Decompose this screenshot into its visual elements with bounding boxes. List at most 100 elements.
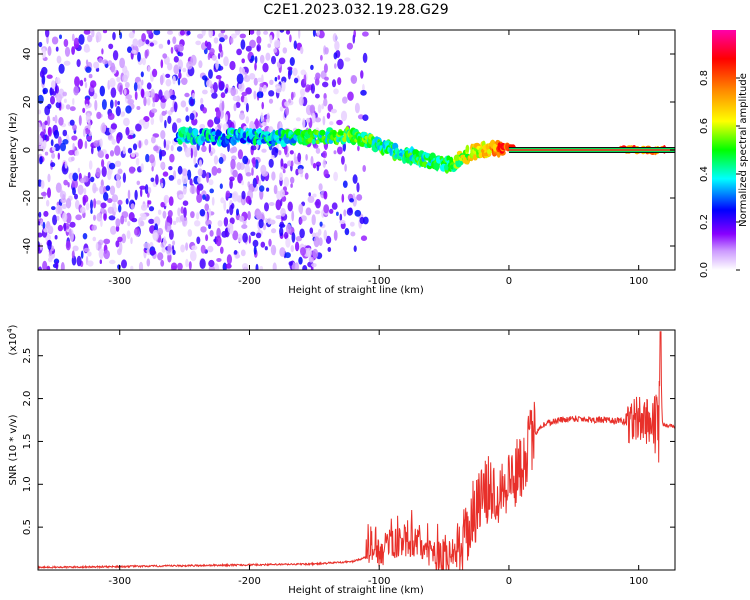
ridge-mark	[453, 154, 460, 162]
noise-speckle	[58, 63, 65, 74]
noise-speckle	[94, 99, 98, 111]
noise-speckle	[282, 47, 288, 54]
noise-speckle	[284, 101, 290, 107]
noise-speckle	[177, 165, 183, 175]
noise-speckle	[72, 187, 76, 196]
noise-speckle	[329, 208, 334, 214]
noise-speckle	[206, 41, 212, 51]
noise-speckle	[324, 76, 329, 81]
noise-speckle	[211, 166, 218, 176]
noise-speckle	[293, 77, 299, 84]
noise-speckle	[208, 259, 215, 268]
y-tick-label: 40	[22, 48, 33, 61]
noise-speckle	[99, 138, 103, 148]
noise-speckle	[92, 182, 97, 194]
ridge-mark	[433, 162, 440, 171]
noise-speckle	[170, 46, 174, 54]
noise-speckle	[114, 145, 121, 156]
noise-speckle	[91, 30, 95, 38]
noise-speckle	[136, 180, 141, 186]
noise-speckle	[77, 184, 84, 195]
noise-speckle	[222, 262, 227, 270]
noise-speckle	[65, 104, 71, 110]
noise-speckle	[276, 30, 280, 40]
noise-speckle	[315, 93, 320, 99]
noise-speckle	[71, 250, 75, 259]
noise-speckle	[357, 145, 360, 152]
noise-speckle	[193, 156, 197, 165]
noise-speckle	[287, 201, 293, 212]
noise-speckle	[182, 141, 186, 148]
noise-speckle	[111, 138, 116, 145]
noise-speckle	[336, 211, 339, 216]
noise-speckle	[232, 95, 239, 102]
noise-speckle	[131, 152, 136, 158]
noise-speckle	[285, 237, 291, 248]
noise-speckle	[147, 187, 152, 194]
noise-speckle	[256, 91, 264, 99]
noise-speckle	[239, 33, 246, 39]
noise-speckle	[280, 158, 284, 167]
noise-speckle	[209, 188, 214, 194]
snr-series-line	[38, 331, 675, 570]
noise-speckle	[225, 263, 232, 269]
noise-speckle	[299, 218, 303, 225]
noise-speckle	[77, 167, 81, 173]
noise-speckle	[38, 122, 41, 132]
noise-speckle	[220, 246, 224, 254]
noise-speckle	[71, 33, 75, 42]
noise-speckle	[51, 91, 57, 96]
noise-speckle	[177, 59, 183, 70]
noise-speckle	[223, 34, 228, 40]
noise-speckle	[72, 124, 77, 131]
ridge-mark	[252, 136, 257, 146]
noise-speckle	[241, 263, 249, 270]
noise-speckle	[38, 232, 43, 238]
noise-speckle	[207, 53, 211, 61]
noise-speckle	[98, 248, 105, 259]
noise-speckle	[275, 215, 283, 220]
noise-speckle	[225, 87, 229, 93]
noise-speckle	[140, 88, 145, 98]
noise-speckle	[162, 210, 167, 219]
colorbar-tick-label: 0.0	[699, 262, 710, 278]
noise-speckle	[68, 149, 75, 156]
noise-speckle	[137, 81, 143, 92]
noise-speckle	[213, 155, 219, 165]
noise-speckle	[167, 39, 171, 45]
noise-speckle	[119, 85, 123, 95]
noise-speckle	[77, 138, 83, 150]
noise-speckle	[344, 228, 350, 236]
noise-speckle	[212, 82, 218, 93]
noise-speckle	[229, 217, 235, 225]
noise-speckle	[179, 52, 184, 57]
noise-speckle	[207, 119, 214, 128]
noise-speckle	[217, 220, 223, 227]
noise-speckle	[223, 56, 229, 67]
colorbar-tick-label: 0.2	[699, 214, 710, 230]
noise-speckle	[305, 154, 308, 161]
noise-speckle	[311, 112, 316, 124]
noise-speckle	[264, 246, 268, 251]
noise-speckle	[115, 225, 120, 232]
noise-speckle	[236, 48, 243, 56]
ridge-mark	[242, 132, 247, 139]
noise-speckle	[144, 138, 149, 146]
noise-speckle	[180, 100, 187, 108]
noise-speckle	[125, 105, 132, 114]
noise-speckle	[231, 203, 235, 210]
noise-speckle	[160, 182, 164, 188]
noise-speckle	[133, 228, 138, 236]
noise-speckle	[64, 161, 68, 169]
noise-speckle	[38, 41, 43, 48]
noise-speckle	[347, 91, 354, 101]
colorbar-ticks: 0.0 0.2 0.4 0.6 0.8	[699, 70, 740, 278]
noise-speckle	[178, 72, 182, 79]
noise-speckle	[38, 211, 42, 218]
noise-speckle	[232, 230, 239, 241]
noise-speckle	[69, 119, 75, 126]
noise-speckle	[181, 168, 188, 177]
noise-speckle	[127, 134, 134, 140]
noise-speckle	[167, 30, 173, 35]
noise-speckle	[122, 146, 126, 155]
